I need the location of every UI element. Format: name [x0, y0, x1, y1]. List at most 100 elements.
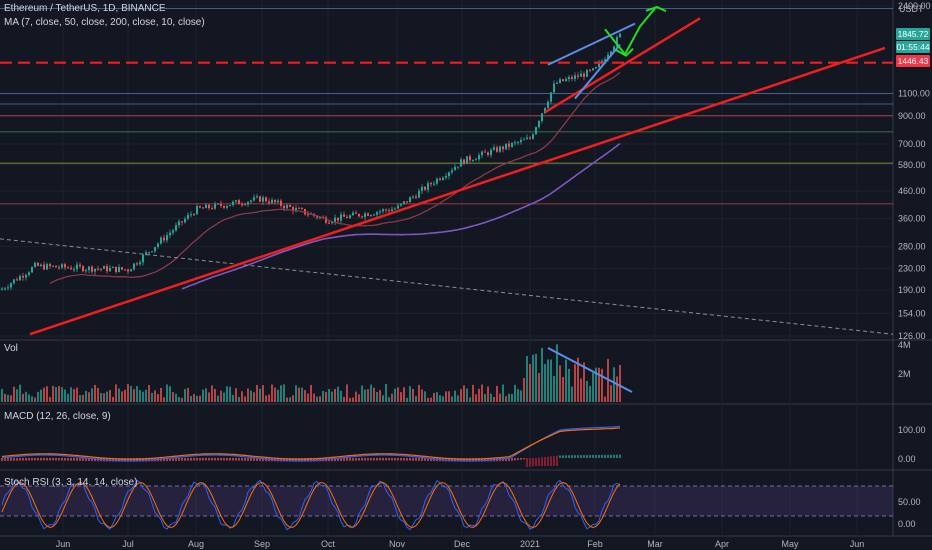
projection-arrow-head-down: [615, 47, 634, 57]
candle-body: [82, 266, 84, 272]
month-tick-label: Dec: [454, 539, 471, 549]
vol-tick-label: 4M: [898, 340, 911, 350]
candle-body: [136, 263, 138, 265]
macd-histogram-bar: [286, 458, 288, 462]
volume-bar: [100, 393, 102, 402]
steep-support-trendline: [544, 17, 701, 114]
volume-bar: [310, 384, 312, 402]
month-tick-label: Nov: [389, 539, 406, 549]
volume-bar: [214, 388, 216, 402]
volume-bar: [166, 384, 168, 402]
volume-bar: [196, 395, 198, 402]
candle-body: [289, 205, 291, 207]
volume-downtrend-line: [547, 347, 633, 393]
ma-200-line: [181, 142, 621, 290]
volume-bar: [517, 389, 519, 402]
volume-bar: [232, 394, 234, 402]
candle-body: [562, 79, 564, 82]
ma-indicator-label: MA (7, close, 50, close, 200, close, 10,…: [4, 17, 205, 28]
candle-body: [73, 269, 75, 271]
macd-histogram-bar: [508, 458, 510, 462]
candle-body: [166, 235, 168, 241]
candle-body: [577, 75, 579, 77]
macd-tick-label: 0.00: [898, 454, 916, 464]
volume-bar: [565, 359, 567, 402]
macd-histogram-bar: [451, 458, 453, 462]
month-tick-label: Aug: [188, 539, 204, 549]
candle-body: [457, 166, 459, 168]
volume-bar: [118, 388, 120, 402]
volume-bar: [181, 397, 183, 402]
vol-tick-label: 2M: [898, 369, 911, 379]
macd-histogram-bar: [67, 458, 69, 461]
volume-bar: [340, 390, 342, 402]
macd-histogram-bar: [178, 458, 180, 461]
macd-histogram-bar: [10, 458, 12, 461]
macd-pane-label: MACD (12, 26, close, 9): [4, 411, 111, 422]
candle-body: [370, 214, 372, 216]
candle-body: [385, 209, 387, 211]
macd-histogram-bar: [55, 458, 57, 461]
macd-histogram-bar: [61, 458, 63, 461]
candle-body: [187, 214, 189, 219]
price-tick-label: 580.00: [898, 160, 926, 170]
price-tick-label: 230.00: [898, 264, 926, 274]
month-tick-label: May: [781, 539, 799, 549]
candle-body: [439, 178, 441, 180]
volume-bar: [433, 392, 435, 402]
volume-bar: [346, 384, 348, 402]
volume-bar: [559, 365, 561, 402]
volume-bar: [397, 387, 399, 402]
macd-histogram-bar: [385, 458, 387, 461]
volume-bar: [331, 391, 333, 402]
macd-histogram-bar: [73, 458, 75, 461]
macd-histogram-bar: [229, 458, 231, 461]
candle-body: [4, 288, 6, 290]
volume-bar: [508, 393, 510, 402]
candle-body: [502, 146, 504, 150]
candle-body: [400, 203, 402, 206]
candle-body: [466, 156, 468, 164]
macd-histogram-bar: [565, 455, 567, 458]
volume-bar: [289, 397, 291, 402]
volume-bar: [292, 395, 294, 402]
volume-bar: [199, 395, 201, 402]
candle-body: [169, 232, 171, 236]
volume-bar: [490, 393, 492, 402]
macd-histogram-bar: [604, 454, 606, 458]
price-tick-label: 900.00: [898, 111, 926, 121]
macd-histogram-bar: [136, 458, 138, 462]
macd-histogram-bar: [250, 458, 252, 461]
candle-body: [130, 269, 132, 272]
volume-bar: [256, 384, 258, 402]
macd-histogram-bar: [523, 458, 525, 460]
macd-histogram-bar: [577, 455, 579, 458]
macd-histogram-bar: [253, 458, 255, 461]
candle-body: [64, 264, 66, 268]
candle-body: [511, 142, 513, 147]
macd-histogram-bar: [49, 458, 51, 461]
price-tick-label: 460.00: [898, 186, 926, 196]
volume-bar: [451, 396, 453, 402]
macd-histogram-bar: [376, 458, 378, 461]
candle-body: [253, 197, 255, 201]
macd-histogram-bar: [205, 458, 207, 461]
candle-body: [22, 275, 24, 278]
month-tick-label: Oct: [321, 539, 336, 549]
volume-bar: [364, 389, 366, 402]
candle-body: [355, 212, 357, 214]
candle-body: [7, 287, 9, 289]
candle-body: [100, 268, 102, 270]
candle-body: [331, 222, 333, 224]
month-tick-label: Sep: [254, 539, 270, 549]
candle-body: [316, 215, 318, 218]
macd-histogram-bar: [598, 454, 600, 458]
candle-body: [160, 237, 162, 244]
volume-bar: [463, 385, 465, 402]
macd-histogram-bar: [25, 458, 27, 461]
volume-bar: [403, 387, 405, 402]
candle-body: [40, 264, 42, 266]
candle-body: [124, 269, 126, 271]
volume-bar: [76, 387, 78, 402]
candle-body: [61, 264, 63, 268]
